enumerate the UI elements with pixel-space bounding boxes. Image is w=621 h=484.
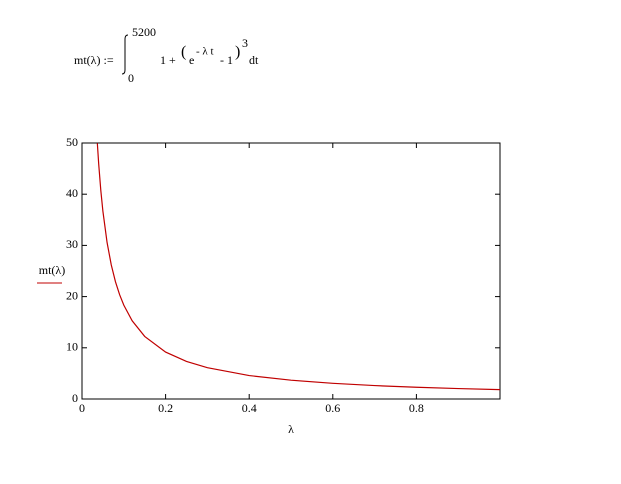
y-tick-label: 40: [66, 186, 78, 200]
formula-power: 3: [242, 36, 248, 50]
formula-dt: dt: [249, 53, 259, 67]
x-tick-label: 0.2: [158, 401, 173, 415]
formula-minus: - 1: [220, 53, 233, 67]
paren: ): [235, 44, 240, 61]
x-tick-label: 0.8: [409, 401, 424, 415]
y-tick-label: 0: [72, 391, 78, 405]
legend-label: mt(λ): [39, 263, 65, 277]
paren: (: [181, 44, 186, 61]
formula-base: e: [189, 53, 194, 67]
y-tick-label: 20: [66, 288, 78, 302]
plot-frame: [81, 142, 501, 400]
formula: mt(λ) := 5200 0 1 + ( e - λ t - 1 ) 3 dt: [74, 25, 259, 85]
formula-exponent: - λ t: [196, 46, 214, 58]
y-tick-label: 10: [66, 340, 78, 354]
x-tick-label: 0.6: [325, 401, 340, 415]
y-tick-label: 30: [66, 237, 78, 251]
x-axis-label: λ: [288, 422, 294, 436]
formula-lhs: mt(λ) :=: [74, 53, 114, 67]
lower-limit: 0: [128, 71, 134, 85]
integral-sign: [121, 34, 129, 75]
y-tick-label: 50: [66, 135, 78, 149]
formula-body: 1 +: [160, 53, 176, 67]
x-tick-label: 0: [79, 401, 85, 415]
data-line: [96, 143, 501, 391]
upper-limit: 5200: [132, 25, 156, 39]
x-tick-label: 0.4: [242, 401, 257, 415]
